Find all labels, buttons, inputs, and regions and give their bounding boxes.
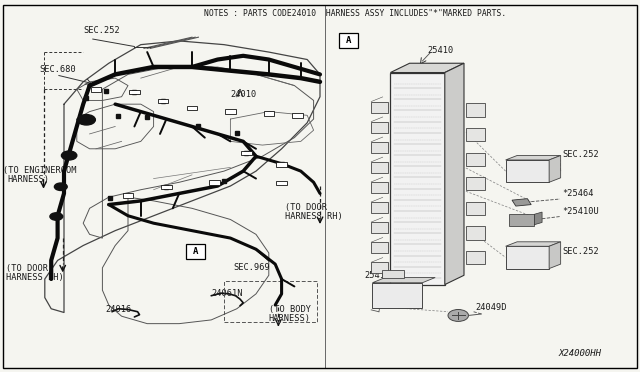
Circle shape: [77, 115, 95, 125]
Bar: [123, 193, 133, 198]
Polygon shape: [506, 242, 561, 246]
Bar: [187, 106, 197, 110]
Text: A: A: [193, 247, 198, 256]
Bar: [276, 162, 287, 167]
Text: NOTES : PARTS CODE24010  HARNESS ASSY INCLUDES"*"MARKED PARTS.: NOTES : PARTS CODE24010 HARNESS ASSY INC…: [204, 9, 506, 18]
Bar: [466, 177, 485, 190]
Polygon shape: [506, 155, 561, 160]
Text: SEC.252: SEC.252: [562, 150, 598, 159]
Bar: [371, 202, 388, 213]
Circle shape: [61, 151, 77, 160]
Bar: [91, 87, 101, 92]
Bar: [161, 185, 172, 189]
Bar: [506, 246, 549, 269]
Polygon shape: [390, 63, 464, 73]
Bar: [225, 109, 236, 114]
Bar: [382, 270, 404, 278]
Bar: [371, 162, 388, 173]
Bar: [371, 262, 388, 273]
Bar: [264, 111, 274, 116]
Polygon shape: [372, 278, 435, 283]
Bar: [509, 214, 534, 226]
Text: 25410: 25410: [428, 46, 454, 55]
Text: (TO DOOR: (TO DOOR: [6, 264, 49, 273]
Text: *25464: *25464: [562, 189, 593, 198]
Bar: [466, 128, 485, 141]
Text: (TO DOOR: (TO DOOR: [285, 203, 327, 212]
Text: HARNESS): HARNESS): [269, 314, 311, 323]
Polygon shape: [512, 199, 531, 206]
Bar: [292, 113, 303, 118]
Bar: [129, 90, 140, 94]
Bar: [158, 99, 168, 103]
Bar: [339, 33, 358, 48]
Bar: [466, 226, 485, 240]
Text: 25419E: 25419E: [365, 271, 396, 280]
Text: *25410U: *25410U: [562, 207, 598, 216]
Bar: [371, 122, 388, 133]
Bar: [241, 151, 252, 155]
Bar: [224, 281, 317, 322]
Bar: [371, 102, 388, 113]
Bar: [390, 73, 445, 285]
Text: SEC.252: SEC.252: [562, 247, 598, 256]
Text: 24061N: 24061N: [211, 289, 243, 298]
Polygon shape: [549, 155, 561, 182]
Bar: [466, 153, 485, 166]
Polygon shape: [445, 63, 464, 285]
Bar: [466, 251, 485, 264]
Polygon shape: [534, 212, 542, 225]
Text: A: A: [346, 36, 351, 45]
Circle shape: [54, 183, 67, 190]
Text: (TO ENGINEROOM: (TO ENGINEROOM: [3, 166, 77, 175]
Bar: [466, 202, 485, 215]
Text: X24000HH: X24000HH: [558, 349, 601, 358]
Text: 24016: 24016: [106, 305, 132, 314]
Circle shape: [448, 310, 468, 321]
Bar: [276, 181, 287, 185]
Circle shape: [50, 213, 63, 220]
Text: 24049D: 24049D: [475, 303, 506, 312]
Text: HARNESS): HARNESS): [8, 175, 50, 184]
Bar: [371, 142, 388, 153]
Text: SEC.252: SEC.252: [83, 26, 120, 35]
Bar: [371, 222, 388, 233]
Text: HARNESS RH): HARNESS RH): [285, 212, 342, 221]
Bar: [372, 283, 422, 308]
Bar: [209, 180, 220, 185]
Bar: [506, 160, 549, 182]
Text: SEC.969: SEC.969: [234, 263, 270, 272]
Bar: [466, 103, 485, 117]
Bar: [371, 182, 388, 193]
Polygon shape: [549, 242, 561, 269]
Text: 24010: 24010: [230, 90, 257, 99]
Text: HARNESS LH): HARNESS LH): [6, 273, 64, 282]
Bar: [371, 242, 388, 253]
Text: (TO BODY: (TO BODY: [269, 305, 311, 314]
Bar: [186, 244, 205, 259]
Text: SEC.680: SEC.680: [40, 65, 76, 74]
